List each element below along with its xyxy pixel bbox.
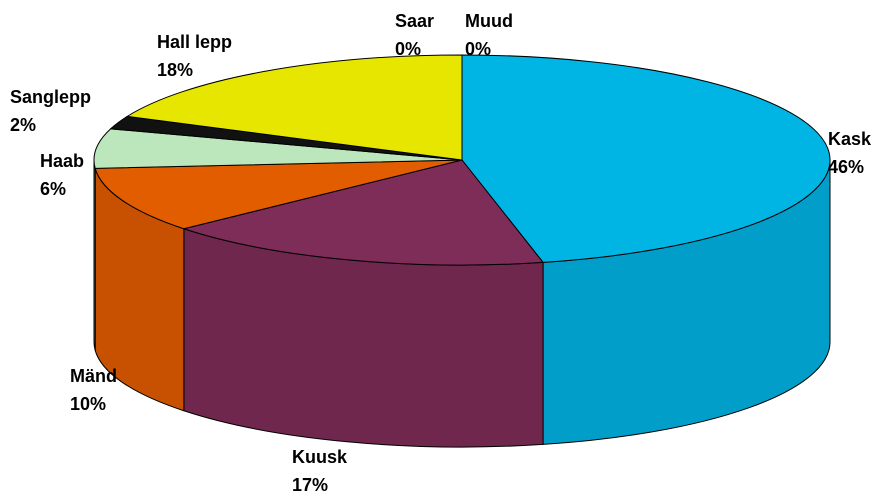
slice-label: Sanglepp [10, 87, 91, 107]
slice-label: Kask [828, 129, 872, 149]
pie-tops [93, 54, 831, 266]
slice-label: Mänd [70, 366, 117, 386]
slice-value-label: 0% [465, 39, 491, 59]
slice-value-label: 6% [40, 179, 66, 199]
pie-labels: Kask 46% Kuusk 17% Mänd 10% Haab 6% Sanglepp 2% Ha… [10, 11, 872, 492]
slice-label: Haab [40, 151, 84, 171]
pie-slice [93, 128, 463, 169]
slice-label: Muud [465, 11, 513, 31]
slice-value-label: 0% [395, 39, 421, 59]
slice-label: Kuusk [292, 447, 348, 467]
pie-slice [94, 159, 463, 230]
slice-value-label: 18% [157, 60, 193, 80]
slice-value-label: 17% [292, 475, 328, 492]
pie-sides [93, 159, 831, 448]
slice-value-label: 46% [828, 157, 864, 177]
slice-label: Saar [395, 11, 434, 31]
pie-slice [182, 159, 545, 266]
pie-side [93, 159, 96, 351]
slice-label: Hall lepp [157, 32, 232, 52]
slice-value-label: 10% [70, 394, 106, 414]
slice-value-label: 2% [10, 115, 36, 135]
pie-slice [125, 54, 463, 161]
pie-slice [461, 54, 831, 263]
